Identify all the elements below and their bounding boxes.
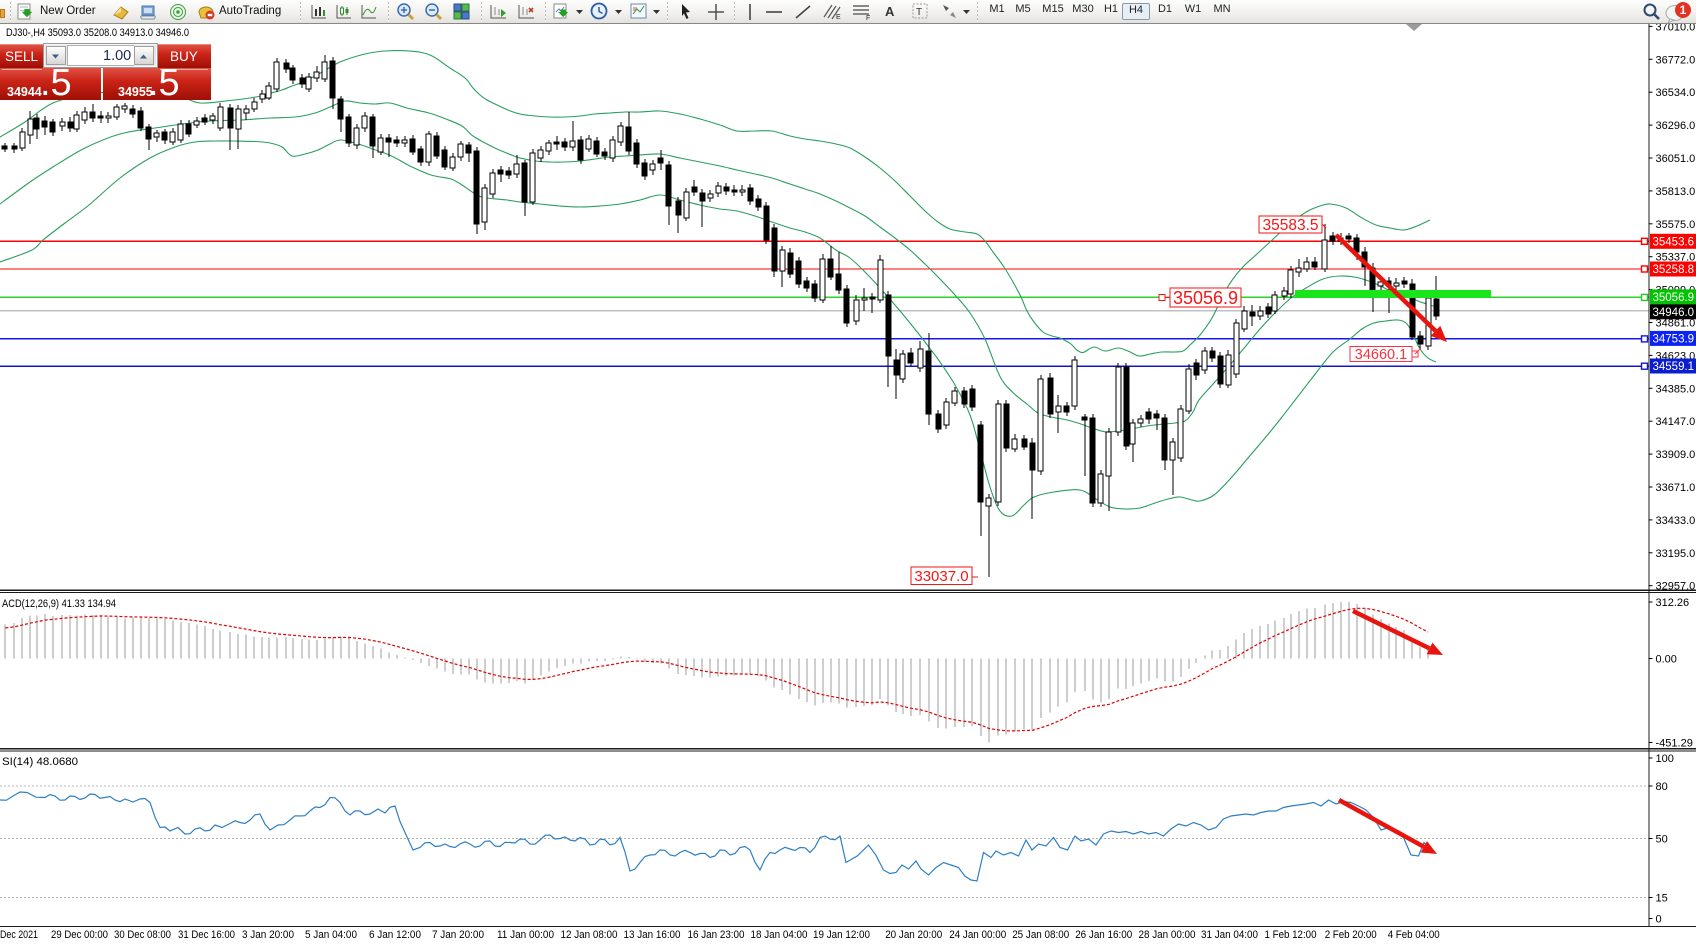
svg-text:30 Dec 08:00: 30 Dec 08:00 [114,929,171,940]
svg-text:-451.29: -451.29 [1656,738,1693,750]
svg-text:80: 80 [1656,781,1668,793]
svg-text:31 Jan 04:00: 31 Jan 04:00 [1201,929,1258,940]
svg-text:20 Jan 20:00: 20 Jan 20:00 [885,929,942,940]
svg-text:24 Jan 00:00: 24 Jan 00:00 [949,929,1006,940]
svg-text:ACD(12,26,9) 41.33 134.94: ACD(12,26,9) 41.33 134.94 [2,598,116,610]
svg-text:12 Jan 08:00: 12 Jan 08:00 [561,929,618,940]
svg-text:33195.0: 33195.0 [1656,548,1696,560]
svg-text:19 Jan 12:00: 19 Jan 12:00 [813,929,870,940]
svg-text:0: 0 [1656,914,1662,926]
svg-text:2 Feb 20:00: 2 Feb 20:00 [1325,929,1377,940]
svg-text:36296.0: 36296.0 [1656,120,1696,132]
svg-text:35056.9: 35056.9 [1653,292,1695,304]
svg-text:50: 50 [1656,834,1668,846]
svg-text:31 Dec 16:00: 31 Dec 16:00 [178,929,235,940]
svg-text:35337.0: 35337.0 [1656,252,1696,264]
svg-text:28 Jan 00:00: 28 Jan 00:00 [1139,929,1196,940]
svg-text:Dec 2021: Dec 2021 [0,929,38,940]
svg-text:25 Jan 08:00: 25 Jan 08:00 [1012,929,1069,940]
svg-text:34660.1: 34660.1 [1355,347,1407,363]
svg-text:36051.0: 36051.0 [1656,153,1696,165]
svg-text:33433.0: 33433.0 [1656,515,1696,527]
svg-text:100: 100 [1656,753,1674,765]
svg-text:4 Feb 04:00: 4 Feb 04:00 [1388,929,1440,940]
svg-text:33909.0: 33909.0 [1656,449,1696,461]
svg-text:T: T [916,7,922,18]
svg-text:SI(14) 48.0680: SI(14) 48.0680 [2,756,78,768]
svg-text:1 Feb 12:00: 1 Feb 12:00 [1265,929,1317,940]
svg-text:E: E [836,14,841,21]
svg-text:34753.9: 34753.9 [1653,333,1695,345]
svg-text:13 Jan 16:00: 13 Jan 16:00 [624,929,681,940]
svg-text:5 Jan 04:00: 5 Jan 04:00 [305,929,357,940]
svg-text:35813.0: 35813.0 [1656,186,1696,198]
svg-text:34861.0: 34861.0 [1656,318,1696,330]
svg-text:36534.0: 36534.0 [1656,87,1696,99]
svg-text:37010.0: 37010.0 [1656,21,1696,33]
svg-text:34559.1: 34559.1 [1653,361,1695,373]
svg-text:35258.8: 35258.8 [1653,264,1695,276]
svg-text:16 Jan 23:00: 16 Jan 23:00 [688,929,745,940]
svg-text:6 Jan 12:00: 6 Jan 12:00 [369,929,421,940]
svg-text:35575.0: 35575.0 [1656,219,1696,231]
svg-text:15: 15 [1656,893,1668,905]
svg-text:32957.0: 32957.0 [1656,581,1696,593]
svg-text:3 Jan 20:00: 3 Jan 20:00 [242,929,294,940]
svg-text:18 Jan 04:00: 18 Jan 04:00 [751,929,808,940]
svg-text:F: F [866,15,870,22]
svg-text:35056.9: 35056.9 [1173,288,1238,308]
svg-text:DJ30-,H4 35093.0 35208.0 3491: DJ30-,H4 35093.0 35208.0 34913.0 34946.0 [6,27,189,39]
svg-text:1: 1 [1680,3,1687,17]
svg-text:34946.0: 34946.0 [1653,307,1695,319]
svg-text:35453.6: 35453.6 [1653,236,1695,248]
svg-text:7 Jan 20:00: 7 Jan 20:00 [432,929,484,940]
svg-text:33671.0: 33671.0 [1656,482,1696,494]
svg-text:0.00: 0.00 [1656,654,1677,666]
svg-text:312.26: 312.26 [1656,597,1690,609]
svg-text:33037.0: 33037.0 [914,568,968,585]
svg-text:11 Jan 00:00: 11 Jan 00:00 [497,929,554,940]
svg-text:35583.5: 35583.5 [1262,217,1318,234]
svg-text:29 Dec 00:00: 29 Dec 00:00 [51,929,108,940]
svg-text:34385.0: 34385.0 [1656,383,1696,395]
svg-text:36772.0: 36772.0 [1656,54,1696,66]
svg-text:26 Jan 16:00: 26 Jan 16:00 [1075,929,1132,940]
svg-text:34147.0: 34147.0 [1656,416,1696,428]
